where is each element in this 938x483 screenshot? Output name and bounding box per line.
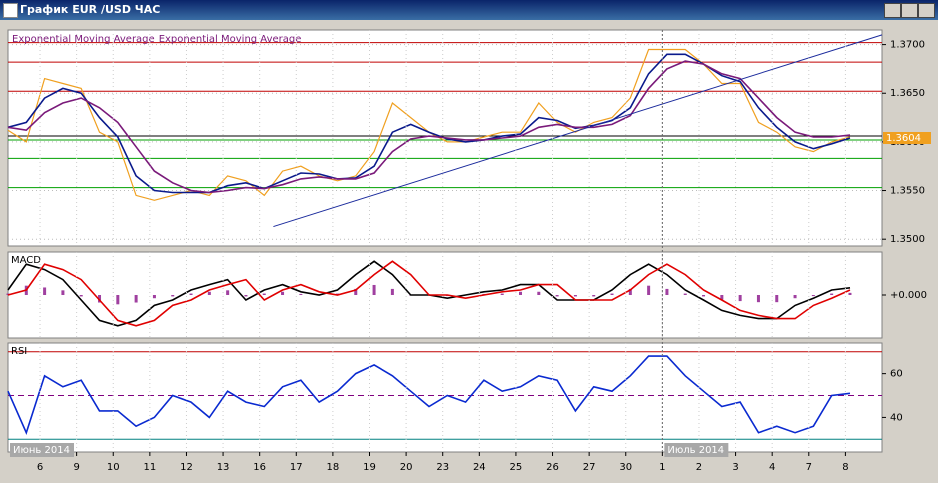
month-label: Июнь 2014 <box>13 445 70 456</box>
y-tick-label: 1.3500 <box>890 234 925 245</box>
x-tick-label: 16 <box>253 462 266 473</box>
x-tick-label: 2 <box>696 462 702 473</box>
histogram-bar <box>226 290 230 295</box>
histogram-bar <box>134 295 138 303</box>
y-tick-label: 1.3650 <box>890 88 925 99</box>
legend-entry: Exponential Moving Average <box>159 34 302 45</box>
month-box <box>10 443 74 457</box>
x-tick-label: 8 <box>842 462 848 473</box>
window-icon <box>3 3 18 18</box>
histogram-bar <box>98 295 102 303</box>
histogram-bar <box>573 295 577 297</box>
x-tick-label: 18 <box>327 462 340 473</box>
x-tick-label: 13 <box>217 462 230 473</box>
histogram-bar <box>775 295 779 303</box>
histogram-bar <box>519 291 523 295</box>
x-tick-label: 3 <box>732 462 738 473</box>
histogram-bar <box>116 295 120 305</box>
x-tick-label: 24 <box>473 462 486 473</box>
histogram-bar <box>665 288 669 295</box>
month-box <box>664 443 729 457</box>
close-button[interactable] <box>918 3 935 18</box>
y-tick-label: +0.000 <box>890 290 927 301</box>
month-label: Июль 2014 <box>667 445 724 456</box>
histogram-bar <box>738 295 742 302</box>
x-tick-label: 10 <box>107 462 120 473</box>
x-tick-label: 25 <box>510 462 523 473</box>
chart: 1.35001.35501.36001.36501.37001.3604Expo… <box>6 29 931 473</box>
histogram-bar <box>299 293 303 295</box>
x-tick-label: 6 <box>37 462 43 473</box>
x-tick-label: 26 <box>546 462 559 473</box>
histogram-bar <box>372 284 376 295</box>
series-line <box>7 355 851 435</box>
x-tick-label: 27 <box>583 462 596 473</box>
histogram-bar <box>683 293 687 295</box>
histogram-bar <box>537 291 541 295</box>
histogram-bar <box>171 295 175 297</box>
x-tick-label: 11 <box>143 462 156 473</box>
histogram-bar <box>262 293 266 295</box>
series-line <box>7 260 851 327</box>
histogram-bar <box>720 295 724 300</box>
histogram-bar <box>610 293 614 295</box>
histogram-bar <box>793 295 797 299</box>
histogram-bar <box>702 295 706 297</box>
panel-title: RSI <box>11 346 27 357</box>
x-tick-label: 7 <box>806 462 812 473</box>
x-tick-label: 17 <box>290 462 303 473</box>
histogram-bar <box>830 293 834 295</box>
series-line <box>7 60 851 194</box>
y-tick-label: 60 <box>890 369 903 380</box>
histogram-bar <box>61 290 65 295</box>
minimize-button[interactable] <box>884 3 901 18</box>
histogram-bar <box>281 291 285 295</box>
histogram-bar <box>390 288 394 295</box>
histogram-bar <box>756 295 760 303</box>
histogram-bar <box>647 285 651 295</box>
histogram-bar <box>848 292 852 295</box>
x-tick-label: 9 <box>73 462 79 473</box>
x-tick-label: 12 <box>180 462 193 473</box>
x-tick-label: 1 <box>659 462 665 473</box>
last-price-box <box>883 132 931 144</box>
histogram-bar <box>811 295 815 297</box>
y-tick-label: 1.3700 <box>890 40 925 51</box>
histogram-bar <box>207 291 211 295</box>
y-tick-label: 40 <box>890 412 903 423</box>
window-title: График EUR /USD ЧАС <box>20 3 161 16</box>
last-price-label: 1.3604 <box>886 133 921 144</box>
x-tick-label: 20 <box>400 462 413 473</box>
x-tick-label: 30 <box>619 462 632 473</box>
x-tick-label: 19 <box>363 462 376 473</box>
histogram-bar <box>152 295 156 299</box>
maximize-button[interactable] <box>901 3 918 18</box>
histogram-bar <box>555 295 559 297</box>
histogram-bar <box>43 287 47 295</box>
histogram-bar <box>592 295 596 297</box>
histogram-bar <box>79 295 83 297</box>
legend-entry: Exponential Moving Average <box>12 34 155 45</box>
histogram-bar <box>189 293 193 295</box>
histogram-bar <box>354 288 358 295</box>
title-bar: График EUR /USD ЧАС <box>0 0 938 20</box>
panel-title: MACD <box>11 255 41 266</box>
histogram-bar <box>628 288 632 295</box>
x-tick-label: 23 <box>436 462 449 473</box>
y-tick-label: 1.3550 <box>890 186 925 197</box>
histogram-bar <box>244 295 248 297</box>
x-tick-label: 4 <box>769 462 775 473</box>
trend-line <box>273 34 883 228</box>
histogram-bar <box>500 293 504 295</box>
